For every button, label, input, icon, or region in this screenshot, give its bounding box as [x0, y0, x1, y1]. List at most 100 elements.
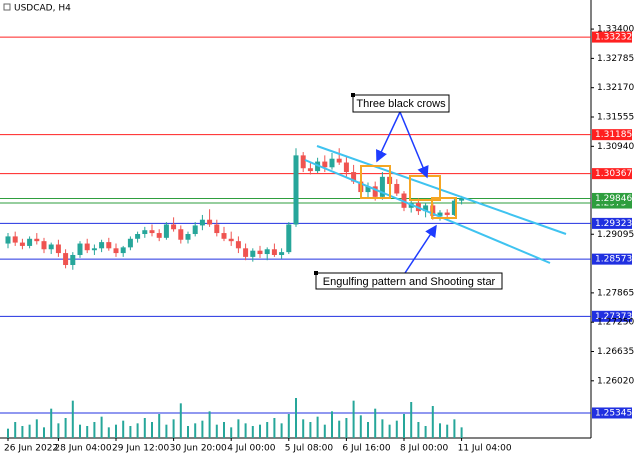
volume-bar: [136, 423, 139, 438]
volume-bar: [215, 424, 218, 438]
volume-bar: [302, 419, 305, 438]
volume-bar: [446, 424, 449, 438]
volume-bar: [331, 411, 333, 438]
pattern-box: [360, 165, 391, 199]
volume-bar: [187, 426, 189, 438]
volume-bar: [151, 422, 153, 438]
arrow: [376, 111, 401, 163]
y-tick-label: 1.26635: [597, 347, 634, 357]
level-label: 1.31185: [595, 130, 632, 140]
candle-body: [27, 238, 33, 246]
level-label-box: [592, 129, 632, 141]
volume-bar: [259, 424, 261, 438]
y-tick-label: 1.32170: [597, 83, 634, 93]
y-tick-label: 1.27865: [597, 288, 634, 298]
volume-bar: [266, 422, 269, 438]
level-label: 1.27373: [595, 312, 632, 322]
volume-bar: [35, 419, 38, 438]
volume-bar: [21, 426, 24, 438]
candle-body: [214, 224, 220, 234]
candle-body: [48, 244, 54, 250]
volume-bars: [7, 398, 463, 438]
volume-bar: [316, 416, 319, 438]
volume-bar: [122, 420, 125, 438]
volume-bar: [28, 424, 31, 438]
channel-lower: [304, 159, 551, 264]
chart-title: USDCAD, H4: [14, 4, 71, 14]
y-tick-label: 1.26020: [597, 376, 634, 386]
volume-bar: [439, 423, 441, 438]
volume-bar: [57, 423, 60, 438]
level-label-box: [592, 310, 632, 322]
anchor: [351, 93, 355, 97]
candle-body: [437, 212, 443, 216]
candle-body: [163, 224, 169, 238]
volume-bar: [251, 426, 254, 438]
x-tick-label: 11 Jul 04:00: [458, 444, 512, 454]
level-label: 1.25345: [595, 408, 632, 418]
volume-bar: [367, 422, 369, 438]
volume-bar: [403, 414, 405, 438]
volume-bar: [201, 420, 204, 438]
volume-bar: [431, 406, 434, 438]
candle-body: [106, 242, 112, 249]
volume-bar: [172, 419, 175, 438]
candle-body: [451, 200, 457, 215]
volume-bar: [223, 422, 225, 438]
volume-bar: [295, 398, 297, 438]
drawings: Three black crows Engulfing pattern and …: [304, 93, 567, 290]
candle-body: [185, 234, 191, 240]
candle-body: [113, 248, 119, 254]
candle-body: [286, 224, 292, 253]
candle-body: [379, 176, 385, 197]
volume-bar: [374, 408, 377, 438]
candle-body: [264, 249, 270, 255]
volume-bar: [50, 408, 53, 438]
volume-bar: [14, 422, 17, 438]
volume-bar: [79, 424, 81, 438]
level-label-box: [592, 217, 632, 229]
arrow: [399, 111, 429, 179]
volume-bar: [410, 402, 413, 438]
candle-body: [77, 243, 83, 255]
candle-body: [127, 238, 133, 248]
volume-bar: [93, 422, 96, 438]
volume-bar: [129, 426, 132, 438]
candle-body: [293, 155, 299, 225]
volume-bar: [345, 418, 348, 438]
volume-bar: [64, 418, 67, 438]
x-tick-label: 26 Jun 2022: [4, 444, 58, 454]
level-label: 1.28573: [595, 255, 632, 265]
candle-body: [257, 250, 263, 255]
x-tick-label: 28 Jun 04:00: [54, 444, 111, 454]
level-label: 1.29846: [595, 194, 632, 204]
candle-body: [207, 219, 213, 225]
candle-body: [171, 224, 177, 230]
candle-body: [156, 233, 162, 238]
candle-body: [322, 161, 328, 168]
volume-bar: [453, 419, 456, 438]
volume-bar: [71, 400, 74, 438]
volume-bar: [273, 418, 276, 438]
candle-body: [300, 155, 306, 169]
level-label-box: [592, 253, 632, 265]
pattern-box: [431, 197, 457, 219]
volume-bar: [309, 422, 312, 438]
candle-body: [372, 186, 378, 197]
volume-bar: [338, 420, 341, 438]
volume-bar: [280, 423, 283, 438]
level-label: 1.29323: [595, 219, 632, 229]
candle-body: [41, 241, 47, 250]
candle-body: [228, 238, 234, 242]
candle-body: [365, 186, 371, 193]
volume-bar: [86, 426, 89, 438]
volume-bar: [143, 418, 146, 438]
volume-bar: [107, 427, 110, 438]
annotation: Three black crows: [356, 98, 446, 110]
levels: 1.332321.311851.303671.29751.298461.2932…: [0, 31, 632, 419]
candle-body: [444, 212, 450, 215]
volume-bar: [417, 422, 420, 438]
